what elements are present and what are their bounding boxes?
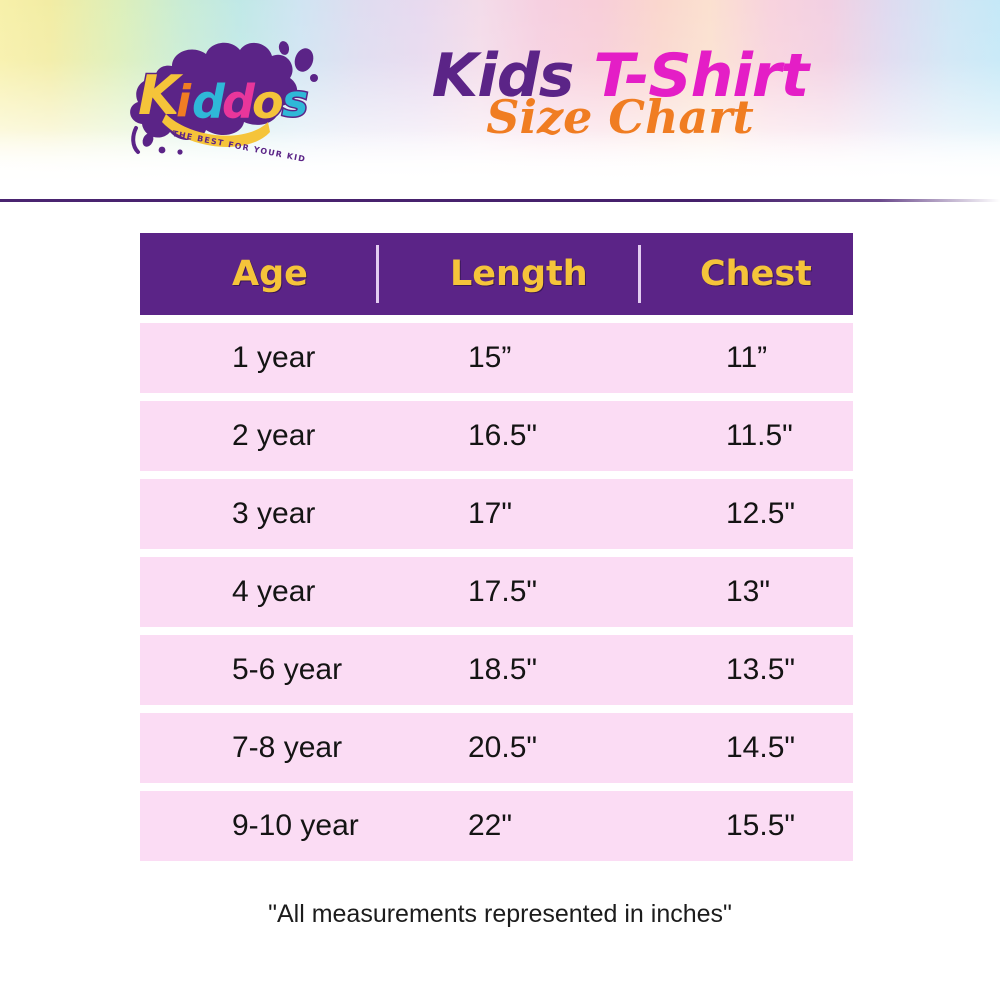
svg-text:i: i — [176, 76, 192, 127]
column-header-chest: Chest — [700, 254, 812, 294]
headline-kids: Kids — [431, 41, 575, 111]
logo-wordmark-letters: K i d d o s — [137, 63, 310, 131]
cell-age: 7-8 year — [232, 731, 343, 764]
cell-chest: 11.5" — [726, 419, 793, 452]
cell-chest: 13.5" — [726, 653, 796, 686]
table-row: 3 year 17" 12.5" — [140, 479, 853, 549]
headline: Kids T-Shirt Size Chart — [395, 46, 845, 166]
cell-age: 5-6 year — [232, 653, 343, 686]
banner-white-fade — [0, 130, 1000, 200]
cell-age: 1 year — [232, 341, 316, 374]
size-chart-table: Age Length Chest 1 year 15” 11” 2 year 16.5"… — [140, 233, 853, 861]
table-row: 7-8 year 20.5" 14.5" — [140, 713, 853, 783]
table-header-row: Age Length Chest — [140, 233, 853, 315]
table-row: 2 year 16.5" 11.5" — [140, 401, 853, 471]
cell-age: 2 year — [232, 419, 316, 452]
cell-age: 9-10 year — [232, 809, 359, 842]
cell-length: 20.5" — [468, 731, 538, 764]
svg-text:o: o — [252, 75, 284, 129]
logo-splat-shape — [130, 41, 318, 155]
cell-chest: 13" — [726, 575, 771, 608]
table-body: 1 year 15” 11” 2 year 16.5" 11.5" 3 year 17" 12.… — [140, 323, 853, 861]
cell-age: 4 year — [232, 575, 316, 608]
svg-text:d: d — [192, 75, 226, 129]
cell-chest: 11” — [726, 341, 768, 374]
cell-chest: 15.5" — [726, 809, 796, 842]
cell-length: 22" — [468, 809, 513, 842]
svg-text:d: d — [222, 75, 256, 129]
column-header-age: Age — [232, 254, 308, 294]
table-row: 5-6 year 18.5" 13.5" — [140, 635, 853, 705]
kiddos-logo-icon: K i d d o s THE BEST FOR YOUR KID — [130, 41, 318, 164]
measurements-note: "All measurements represented in inches" — [268, 900, 732, 928]
cell-length: 17.5" — [468, 575, 538, 608]
cell-length: 16.5" — [468, 419, 538, 452]
headline-tshirt: T-Shirt — [593, 41, 809, 111]
header-divider — [0, 199, 1000, 202]
header-column-divider-1 — [376, 245, 379, 303]
cell-chest: 14.5" — [726, 731, 796, 764]
cell-length: 17" — [468, 497, 513, 530]
table-row: 9-10 year 22" 15.5" — [140, 791, 853, 861]
header-column-divider-2 — [638, 245, 641, 303]
table-row: 1 year 15” 11” — [140, 323, 853, 393]
table-row: 4 year 17.5" 13" — [140, 557, 853, 627]
svg-text:K: K — [138, 64, 184, 127]
cell-age: 3 year — [232, 497, 316, 530]
logo-tagline-text: THE BEST FOR YOUR KID — [172, 129, 307, 164]
cell-chest: 12.5" — [726, 497, 796, 530]
headline-line-1: Kids T-Shirt — [395, 46, 845, 106]
kiddos-logo: K i d d o s THE BEST FOR YOUR KID — [118, 36, 343, 166]
cell-length: 15” — [468, 341, 512, 374]
headline-size-chart: Size Chart — [486, 90, 754, 144]
svg-text:s: s — [282, 76, 308, 127]
cell-length: 18.5" — [468, 653, 538, 686]
column-header-length: Length — [450, 254, 588, 294]
